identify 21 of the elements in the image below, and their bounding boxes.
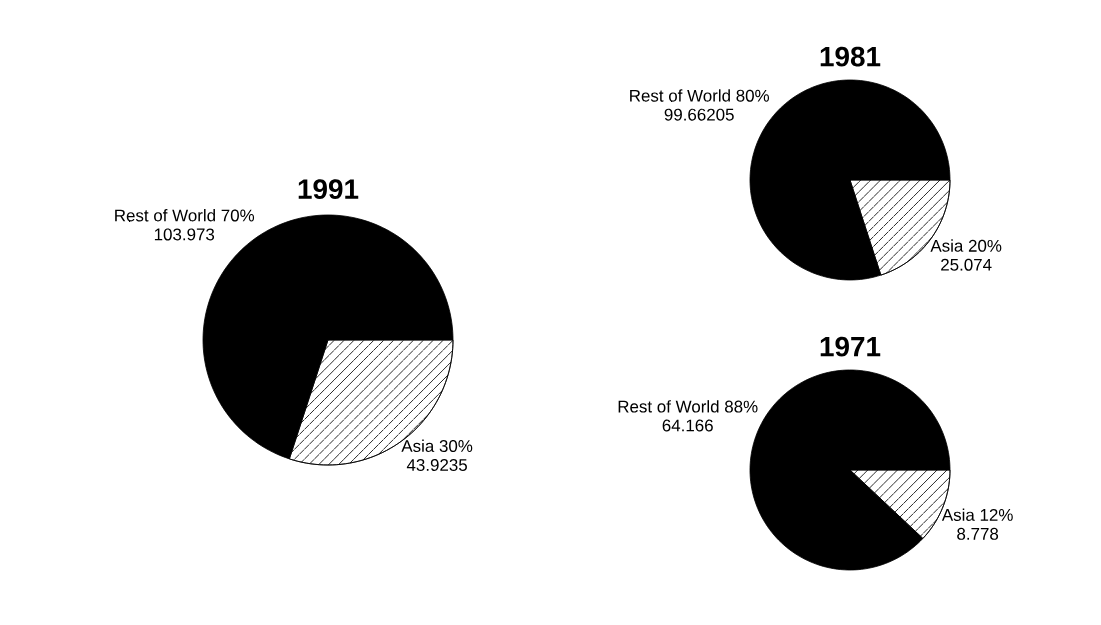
- data-label: 12%: [980, 508, 1013, 521]
- chart-title: 1991: [298, 179, 359, 199]
- text: 99.66205: [664, 108, 734, 121]
- chart-title: 1971: [820, 336, 881, 357]
- data-label: 80%: [736, 89, 770, 102]
- data-label: 30%: [439, 440, 473, 453]
- text: 25.074: [941, 258, 992, 271]
- data-label: 20%: [968, 239, 1002, 252]
- text: 103.973: [154, 228, 215, 241]
- chart-title: 1981: [820, 46, 881, 67]
- text: 8.778: [957, 527, 999, 540]
- data-label: 70%: [221, 209, 255, 222]
- text: 43.9235: [406, 458, 467, 471]
- text: 64.166: [662, 419, 713, 432]
- slice-label: Rest of World: [115, 209, 215, 222]
- legend-label: Asia: [941, 508, 975, 521]
- slice-label: Rest of World: [618, 400, 719, 413]
- legend-label: Asia: [401, 439, 435, 453]
- data-label: 88%: [724, 400, 758, 413]
- legend-label: Asia: [930, 239, 964, 252]
- slice-label: Rest of World: [630, 89, 730, 102]
